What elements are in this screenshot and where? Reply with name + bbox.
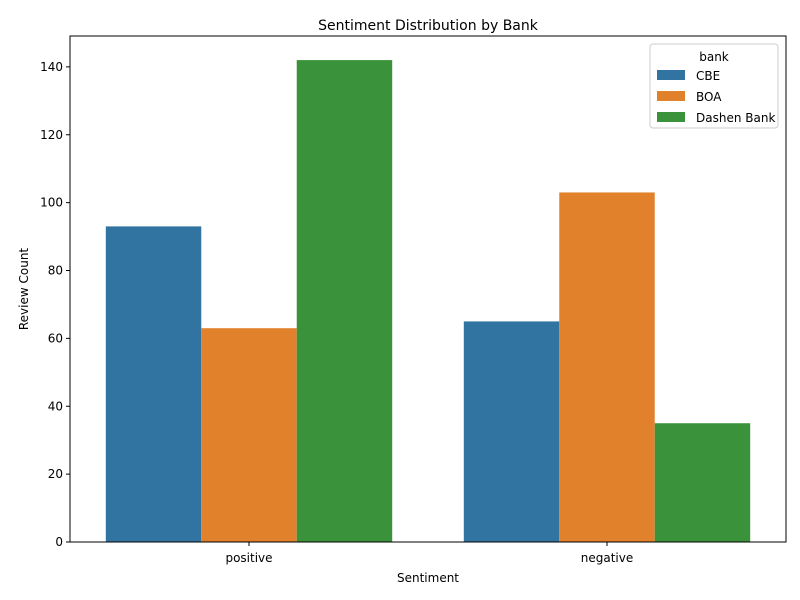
x-axis-label: Sentiment xyxy=(397,571,459,585)
x-axis: positive negative xyxy=(225,542,633,565)
bar-negative-boa xyxy=(559,192,655,543)
x-tick-label: positive xyxy=(225,551,272,565)
y-tick-label: 80 xyxy=(48,264,63,278)
y-tick-label: 100 xyxy=(40,196,63,210)
y-tick-label: 40 xyxy=(48,399,63,413)
y-tick-label: 140 xyxy=(40,60,63,74)
y-axis: 0 20 40 60 80 100 120 140 xyxy=(40,60,70,549)
bars-group xyxy=(105,60,751,543)
y-tick-label: 120 xyxy=(40,128,63,142)
plot-frame xyxy=(69,35,787,543)
chart-title: Sentiment Distribution by Bank xyxy=(318,18,539,34)
y-tick-label: 20 xyxy=(48,467,63,481)
y-tick-label: 0 xyxy=(55,535,63,549)
legend-swatch-cbe xyxy=(657,70,685,80)
bar-negative-dashen-bank xyxy=(654,423,751,542)
y-tick-label: 60 xyxy=(48,331,63,345)
y-axis-label: Review Count xyxy=(17,248,31,331)
bar-negative-cbe xyxy=(463,321,560,542)
bar-positive-boa xyxy=(201,328,297,542)
legend-box xyxy=(649,43,779,129)
legend: bank CBE BOA Dashen Bank xyxy=(649,43,779,129)
legend-title: bank xyxy=(699,50,729,64)
x-tick-label: negative xyxy=(581,551,633,565)
legend-swatch-dashen-bank xyxy=(657,112,685,122)
legend-label-boa: BOA xyxy=(696,90,722,104)
bar-positive-dashen-bank xyxy=(296,60,393,542)
legend-swatch-boa xyxy=(657,91,685,101)
legend-label-cbe: CBE xyxy=(696,69,720,83)
bar-positive-cbe xyxy=(105,226,202,542)
legend-label-dashen-bank: Dashen Bank xyxy=(696,111,775,125)
